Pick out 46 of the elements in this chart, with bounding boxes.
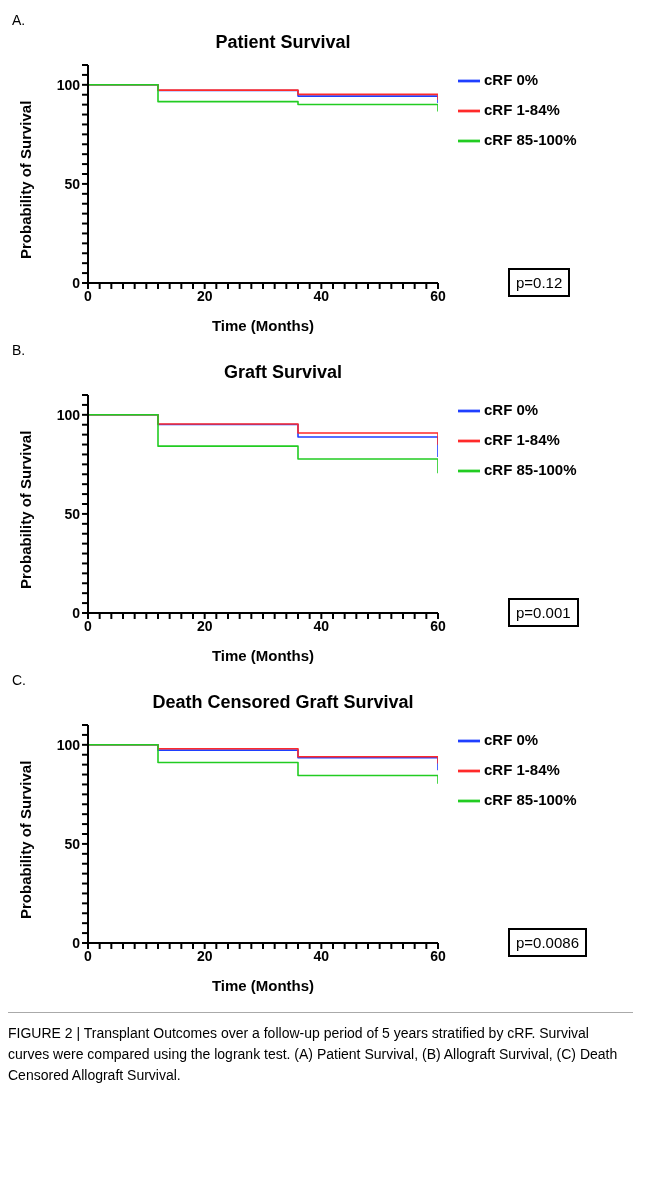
y-tick-label: 50	[64, 175, 81, 192]
y-tick-label: 100	[56, 76, 81, 93]
y-axis-title: Probability of Survival	[17, 760, 35, 919]
y-tick-label: 100	[56, 406, 81, 423]
text: C.	[11, 671, 27, 688]
x-axis-title: Time (Months)	[211, 977, 315, 994]
y-axis-title: Probability of Survival	[17, 100, 35, 259]
x-tick-label: 60	[430, 947, 446, 964]
x-tick-label: 40	[313, 287, 330, 304]
y-tick-label: 0	[72, 934, 81, 951]
legend-label: cRF 85-100%	[484, 461, 577, 478]
text: p=0.001	[508, 598, 579, 627]
x-tick-label: 20	[196, 947, 213, 964]
x-tick-label: 60	[430, 287, 446, 304]
legend-label: cRF 1-84%	[484, 101, 560, 118]
legend-label: cRF 85-100%	[484, 131, 577, 148]
y-tick-label: 50	[64, 835, 81, 852]
x-tick-label: 0	[84, 617, 93, 634]
chart-title: Death Censored Graft Survival	[151, 692, 415, 713]
y-tick-label: 0	[72, 274, 81, 291]
x-tick-label: 20	[196, 617, 213, 634]
text: p=0.12	[508, 268, 571, 297]
legend-label: cRF 0%	[484, 71, 539, 88]
y-axis-title: Probability of Survival	[17, 430, 35, 589]
x-tick-label: 0	[84, 947, 93, 964]
x-tick-label: 0	[84, 287, 93, 304]
x-axis-title: Time (Months)	[211, 647, 315, 664]
text: p=0.0086	[508, 928, 587, 957]
y-tick-label: 100	[56, 736, 81, 753]
x-tick-label: 20	[196, 287, 213, 304]
y-tick-label: 0	[72, 604, 81, 621]
chart-title: Graft Survival	[222, 362, 343, 383]
y-tick-label: 50	[64, 505, 81, 522]
text: B.	[11, 341, 27, 358]
chart-title: Patient Survival	[214, 32, 352, 53]
x-tick-label: 40	[313, 617, 330, 634]
caption: FIGURE 2 | Transplant Outcomes over a follow-up period of 5 years stratified by cRF. Survival curves were compared using the logrank test. (A) Patient Survival, (B) Allograft Survival, (C) Death Censored Allograft Survival.	[8, 1012, 633, 1086]
legend-label: cRF 0%	[484, 731, 539, 748]
legend-label: cRF 1-84%	[484, 761, 560, 778]
legend-label: cRF 1-84%	[484, 431, 560, 448]
x-tick-label: 60	[430, 617, 446, 634]
x-tick-label: 40	[313, 947, 330, 964]
legend-label: cRF 85-100%	[484, 791, 577, 808]
x-axis-title: Time (Months)	[211, 317, 315, 334]
legend-label: cRF 0%	[484, 401, 539, 418]
text: A.	[11, 11, 27, 28]
